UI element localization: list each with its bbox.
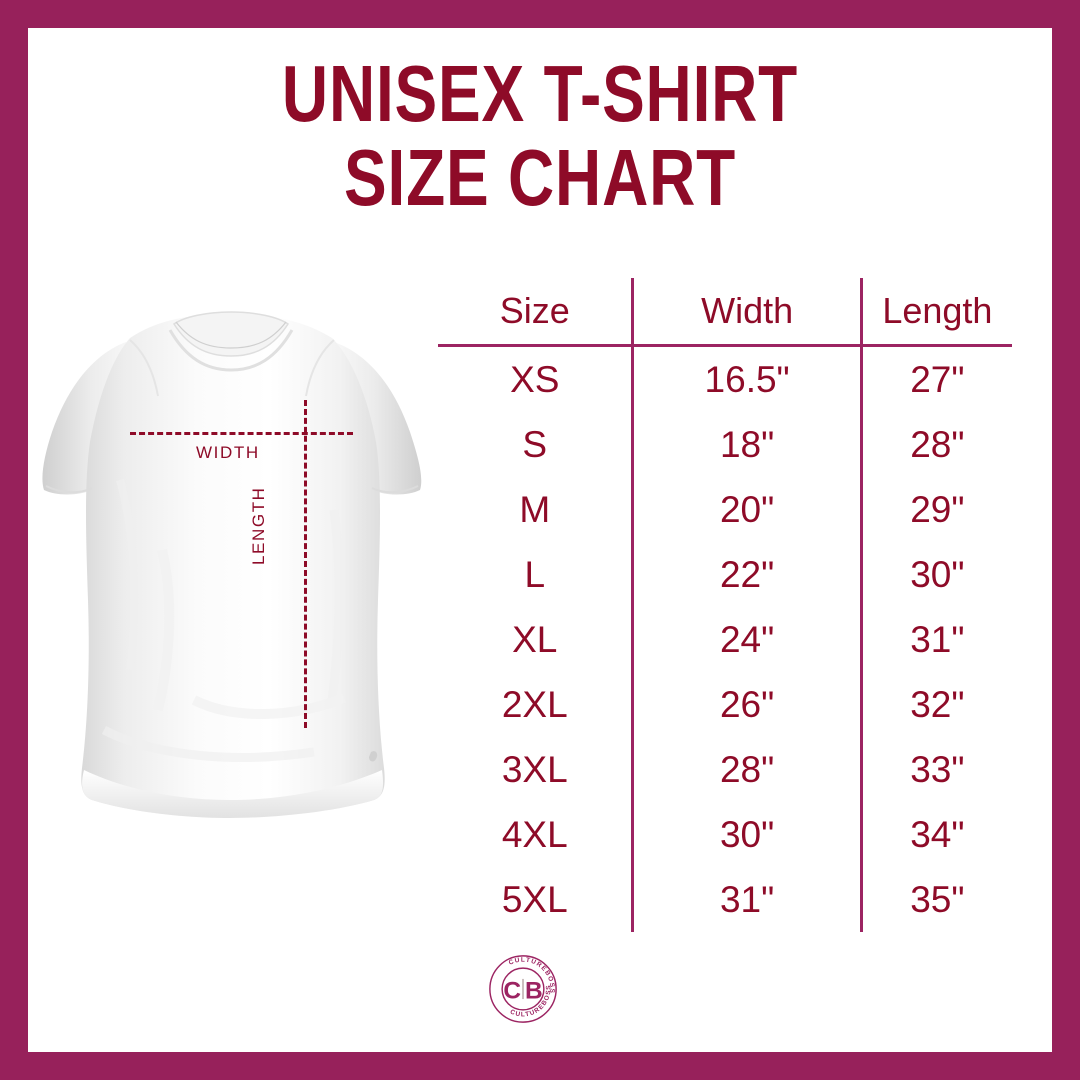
size-chart-table: Size Width Length XS 16.5" 27" S 18" 28"…	[438, 278, 1012, 932]
table-row: XS 16.5" 27"	[438, 345, 1012, 412]
table-row: L 22" 30"	[438, 542, 1012, 607]
logo-monogram-right: B	[525, 977, 543, 1004]
table-row: XL 24" 31"	[438, 607, 1012, 672]
width-measure-line	[130, 432, 353, 435]
brand-logo: CULTUREBOSS CULTUREBOSS C B	[487, 953, 559, 1025]
cell-length: 27"	[859, 345, 1012, 412]
title-line-1: UNISEX T-SHIRT	[281, 49, 799, 138]
cell-size: 2XL	[501, 683, 568, 725]
table-row: M 20" 29"	[438, 477, 1012, 542]
frame-border-bottom	[0, 1052, 1080, 1080]
cell-width: 24"	[631, 607, 862, 672]
table-row: S 18" 28"	[438, 412, 1012, 477]
cell-size: S	[522, 423, 548, 465]
table-row: 2XL 26" 32"	[438, 672, 1012, 737]
length-measure-label: LENGTH	[249, 486, 268, 565]
cell-size: 3XL	[501, 748, 568, 790]
cell-size: XL	[512, 618, 558, 660]
cell-width: 16.5"	[631, 345, 862, 412]
cell-width: 31"	[631, 867, 862, 932]
cell-size: M	[519, 488, 551, 530]
frame-border-right	[1052, 0, 1080, 1080]
cell-length: 35"	[859, 867, 1012, 932]
column-header-width: Width	[631, 278, 862, 347]
page-title: UNISEX T-SHIRT SIZE CHART	[0, 52, 1080, 220]
table-header-row: Size Width Length	[438, 278, 1012, 347]
cell-length: 31"	[859, 607, 1012, 672]
width-measure-label: WIDTH	[196, 443, 260, 462]
cell-length: 33"	[859, 737, 1012, 802]
frame-border-top	[0, 0, 1080, 28]
table-row: 5XL 31" 35"	[438, 867, 1012, 932]
cell-length: 32"	[859, 672, 1012, 737]
table-row: 3XL 28" 33"	[438, 737, 1012, 802]
cell-size: XS	[510, 358, 560, 400]
column-header-size: Size	[438, 278, 633, 347]
cell-width: 20"	[631, 477, 862, 542]
column-header-length: Length	[859, 278, 1012, 347]
cell-width: 26"	[631, 672, 862, 737]
frame-border-left	[0, 0, 28, 1080]
tshirt-illustration	[34, 300, 434, 830]
cell-length: 29"	[859, 477, 1012, 542]
cell-length: 34"	[859, 802, 1012, 867]
cell-size: 4XL	[501, 813, 568, 855]
cell-width: 28"	[631, 737, 862, 802]
title-line-2: SIZE CHART	[344, 133, 736, 222]
table-row: 4XL 30" 34"	[438, 802, 1012, 867]
logo-monogram-left: C	[503, 977, 521, 1004]
cell-width: 30"	[631, 802, 862, 867]
cell-size: 5XL	[501, 878, 568, 920]
cell-length: 28"	[859, 412, 1012, 477]
cell-size: L	[524, 553, 546, 595]
cell-length: 30"	[859, 542, 1012, 607]
cell-width: 18"	[631, 412, 862, 477]
cell-width: 22"	[631, 542, 862, 607]
length-measure-line	[304, 400, 307, 728]
